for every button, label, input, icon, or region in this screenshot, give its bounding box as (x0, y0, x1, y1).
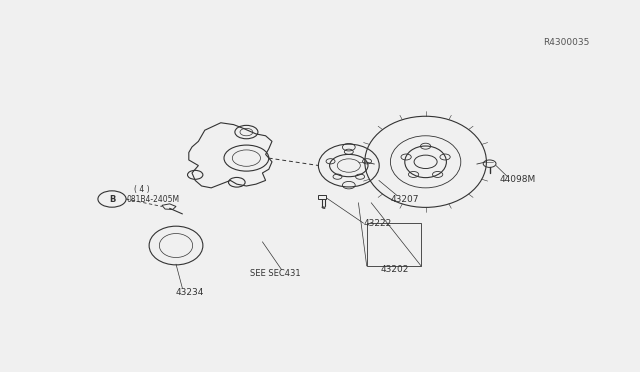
Text: 43207: 43207 (390, 195, 419, 203)
Text: 43202: 43202 (381, 265, 409, 274)
Text: R4300035: R4300035 (543, 38, 589, 47)
Text: ( 4 ): ( 4 ) (134, 185, 150, 194)
Text: SEE SEC431: SEE SEC431 (250, 269, 300, 278)
Text: 43222: 43222 (364, 219, 392, 228)
Text: B: B (109, 195, 115, 203)
Text: 44098M: 44098M (499, 175, 536, 184)
Text: 43234: 43234 (176, 288, 204, 296)
Text: 081B4-2405M: 081B4-2405M (127, 195, 180, 203)
